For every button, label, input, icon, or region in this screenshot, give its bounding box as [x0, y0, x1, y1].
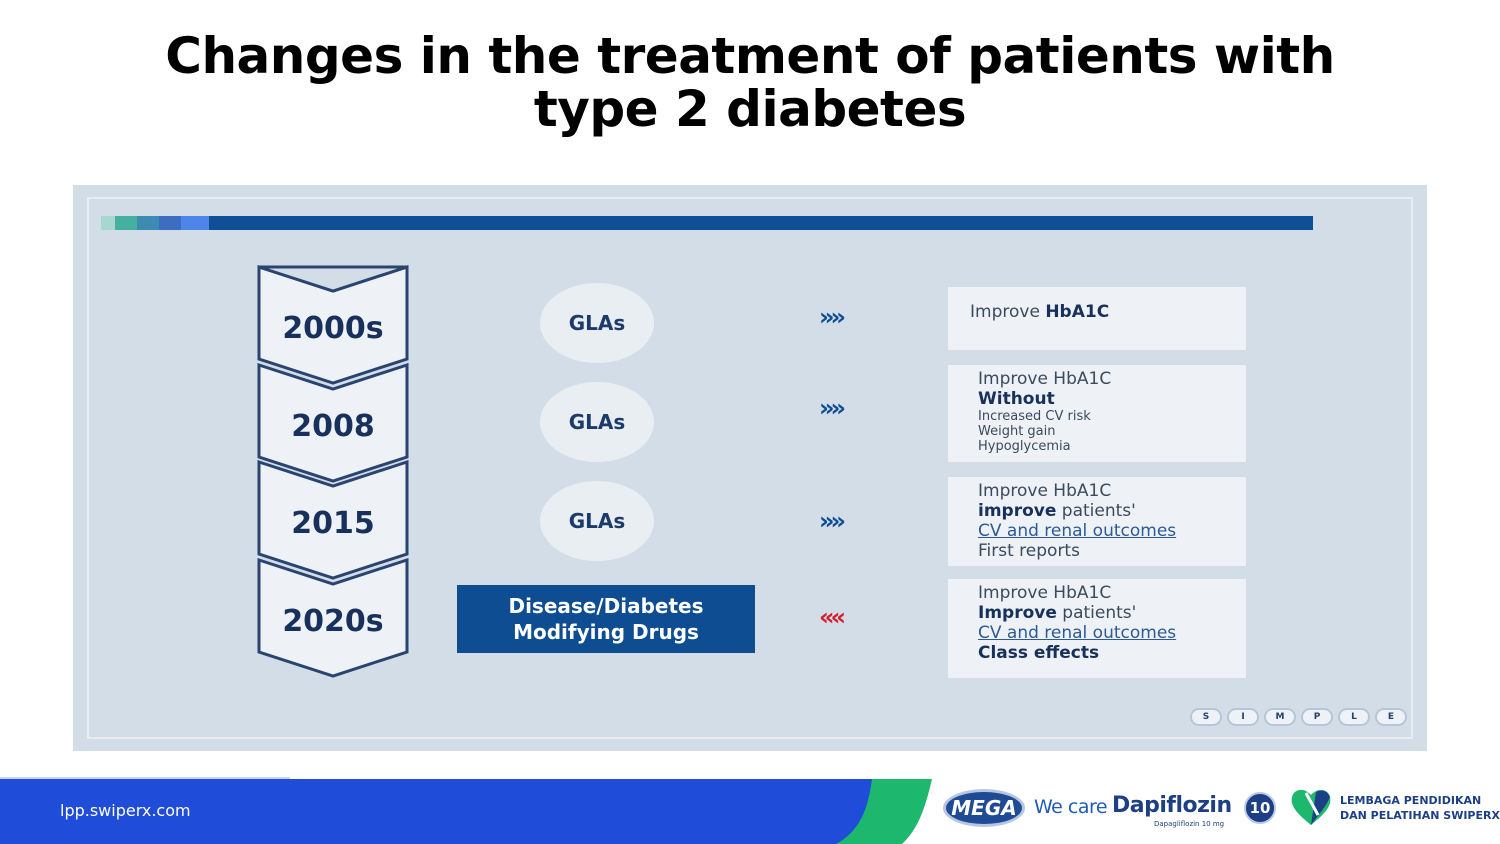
- chevron-right-icon: »»: [819, 394, 846, 422]
- chevron-right-icon: »»: [819, 303, 846, 331]
- outcome-line-underlined: CV and renal outcomes: [978, 521, 1177, 541]
- chevron-2000s: 2000s: [257, 265, 409, 389]
- year-label: 2008: [291, 409, 375, 444]
- year-label: 2015: [291, 506, 375, 541]
- lpp-line-2: DAN PELATIHAN SWIPERX: [1340, 809, 1500, 822]
- gla-circle: GLAs: [540, 283, 654, 363]
- chevron-shape: [257, 265, 409, 385]
- footer-band: [0, 779, 932, 844]
- chevron-left-icon: ««: [819, 603, 846, 631]
- simple-letter: L: [1338, 708, 1370, 726]
- dapiflozin-subtitle: Dapagliflozin 10 mg: [1154, 820, 1225, 828]
- dapiflozin-logo: Dapiflozin: [1112, 793, 1232, 818]
- chevron-shape: [257, 558, 409, 678]
- outcome-text: patients': [1056, 501, 1136, 521]
- chevron-shape: [257, 460, 409, 580]
- disease-line-2: Modifying Drugs: [513, 620, 699, 644]
- accent-seg: [115, 216, 137, 230]
- simple-letter: S: [1190, 708, 1222, 726]
- lpp-logo-text: LEMBAGA PENDIDIKAN DAN PELATIHAN SWIPERX: [1340, 793, 1500, 823]
- chevron-right-icon: »»: [819, 507, 846, 535]
- simple-letter: E: [1375, 708, 1407, 726]
- outcome-box-2: Improve HbA1C Without Increased CV risk …: [948, 365, 1246, 462]
- accent-seg: [137, 216, 159, 230]
- outcome-line: Increased CV risk: [978, 409, 1091, 424]
- year-label: 2000s: [282, 311, 384, 346]
- outcome-line: Weight gain: [978, 424, 1056, 439]
- disease-line-1: Disease/Diabetes: [508, 594, 704, 618]
- chevron-2020s: 2020s: [257, 558, 409, 682]
- outcome-bold: improve: [978, 501, 1057, 521]
- footer-url-link[interactable]: lpp.swiperx.com: [60, 801, 191, 820]
- title-line-2: type 2 diabetes: [533, 80, 967, 138]
- gla-circle: GLAs: [540, 481, 654, 561]
- outcome-text: Improve: [970, 302, 1046, 322]
- chevron-2015: 2015: [257, 460, 409, 584]
- simple-logo: S I M P L E: [1190, 708, 1407, 726]
- chevron-2008: 2008: [257, 363, 409, 487]
- outcome-box-3: Improve HbA1C improve patients' CV and r…: [948, 477, 1246, 566]
- outcome-line: First reports: [978, 541, 1080, 561]
- outcome-box-1: Improve HbA1C: [948, 287, 1246, 350]
- we-care-text: We care: [1034, 796, 1108, 818]
- accent-seg: [181, 216, 209, 230]
- year-label: 2020s: [282, 604, 384, 639]
- simple-letter: M: [1264, 708, 1296, 726]
- disease-modifying-box: Disease/Diabetes Modifying Drugs: [457, 585, 755, 653]
- mega-logo: MEGA: [943, 789, 1025, 827]
- page-title: Changes in the treatment of patients wit…: [100, 30, 1400, 136]
- accent-seg: [159, 216, 181, 230]
- outcome-bold: HbA1C: [1045, 302, 1110, 322]
- title-line-1: Changes in the treatment of patients wit…: [165, 27, 1335, 85]
- outcome-line: Hypoglycemia: [978, 439, 1071, 454]
- panel-border: [87, 197, 1413, 739]
- simple-letter: I: [1227, 708, 1259, 726]
- outcome-text: patients': [1056, 603, 1137, 623]
- simple-letter: P: [1301, 708, 1333, 726]
- outcome-line: Improve patients': [978, 603, 1246, 623]
- outcome-line: Improve HbA1C: [978, 583, 1112, 603]
- outcome-line-bold: Without: [978, 389, 1055, 409]
- outcome-line: Improve HbA1C: [978, 369, 1112, 389]
- accent-bar: [101, 216, 1313, 230]
- outcome-line-bold: Class effects: [978, 643, 1100, 663]
- footer-divider: [0, 777, 290, 780]
- gla-circle: GLAs: [540, 382, 654, 462]
- chevron-shape: [257, 363, 409, 483]
- accent-seg: [101, 216, 115, 230]
- outcome-bold: Improve: [978, 603, 1057, 623]
- outcome-line: improve patients': [978, 501, 1246, 521]
- lpp-line-1: LEMBAGA PENDIDIKAN: [1340, 794, 1482, 807]
- diagram-panel: 2000s 2008 2015 2020s GLAs GLAs GLAs Dis…: [73, 185, 1427, 751]
- heart-logo-icon: [1291, 789, 1331, 825]
- outcome-line: Improve HbA1C: [978, 481, 1112, 501]
- outcome-line-underlined: CV and renal outcomes: [978, 623, 1177, 643]
- dose-badge: 10: [1244, 792, 1276, 824]
- outcome-box-4: Improve HbA1C Improve patients' CV and r…: [948, 579, 1246, 678]
